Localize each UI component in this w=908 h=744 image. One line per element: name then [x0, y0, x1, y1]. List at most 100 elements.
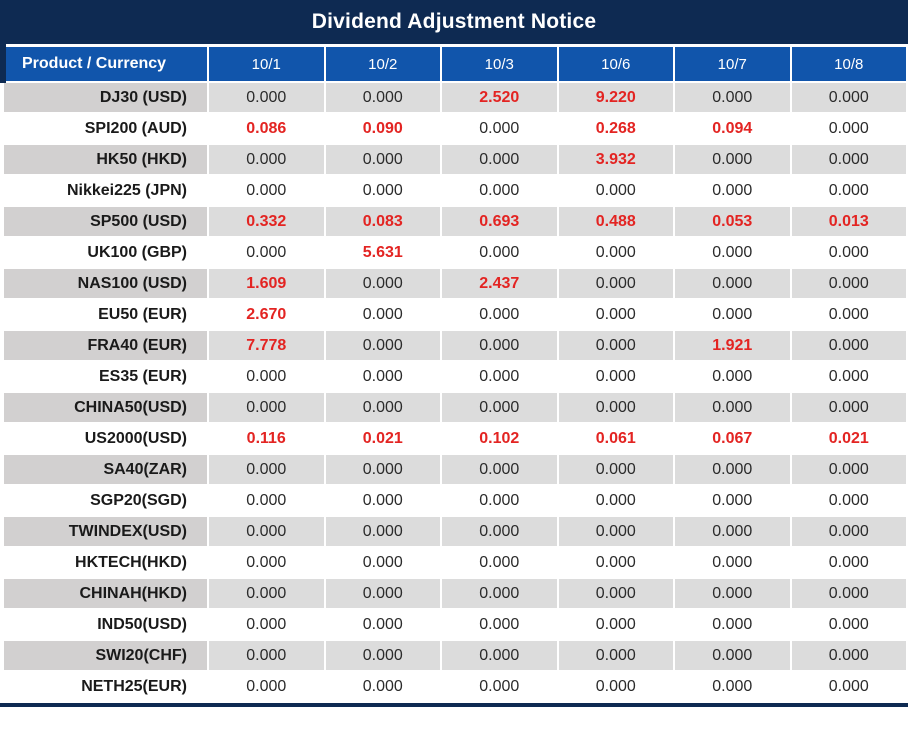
value-cell: 0.000	[789, 484, 908, 517]
value-cell: 0.000	[789, 267, 908, 300]
value-cell: 2.670	[207, 298, 326, 331]
product-cell: IND50(USD)	[2, 608, 209, 641]
product-cell: NETH25(EUR)	[2, 670, 209, 703]
table-row: HK50 (HKD) 0.000 0.000 0.000 3.932 0.000 0.000	[2, 143, 908, 176]
value-cell: 0.000	[207, 577, 326, 610]
value-cell: 0.013	[789, 205, 908, 238]
value-cell: 5.631	[323, 236, 442, 269]
table-row: ES35 (EUR) 0.000 0.000 0.000 0.000 0.000 0.000	[2, 360, 908, 393]
value-cell: 0.000	[323, 608, 442, 641]
table-row: US2000(USD) 0.116 0.021 0.102 0.061 0.067 0.02…	[2, 422, 908, 455]
value-cell: 0.067	[673, 422, 792, 455]
product-cell: DJ30 (USD)	[2, 81, 209, 114]
value-cell: 0.000	[323, 453, 442, 486]
value-cell: 0.000	[673, 484, 792, 517]
value-cell: 0.000	[673, 639, 792, 672]
product-cell: EU50 (EUR)	[2, 298, 209, 331]
value-cell: 0.116	[207, 422, 326, 455]
value-cell: 0.000	[673, 453, 792, 486]
table-row: EU50 (EUR) 2.670 0.000 0.000 0.000 0.000 0.000	[2, 298, 908, 331]
value-cell: 0.000	[673, 143, 792, 176]
value-cell: 0.268	[556, 112, 675, 145]
value-cell: 0.090	[323, 112, 442, 145]
date-column-header: 10/1	[207, 44, 326, 83]
value-cell: 0.000	[673, 391, 792, 424]
product-cell: SA40(ZAR)	[2, 453, 209, 486]
value-cell: 0.000	[207, 670, 326, 703]
value-cell: 0.000	[207, 639, 326, 672]
value-cell: 0.000	[440, 360, 559, 393]
product-cell: SWI20(CHF)	[2, 639, 209, 672]
table-row: SGP20(SGD) 0.000 0.000 0.000 0.000 0.000 0.000	[2, 484, 908, 517]
value-cell: 0.332	[207, 205, 326, 238]
value-cell: 0.021	[323, 422, 442, 455]
value-cell: 0.083	[323, 205, 442, 238]
value-cell: 0.000	[556, 453, 675, 486]
product-cell: Nikkei225 (JPN)	[2, 174, 209, 207]
value-cell: 0.000	[673, 360, 792, 393]
value-cell: 0.000	[673, 236, 792, 269]
value-cell: 0.000	[440, 112, 559, 145]
date-column-header: 10/6	[556, 44, 675, 83]
date-column-header: 10/7	[673, 44, 792, 83]
table-row: FRA40 (EUR) 7.778 0.000 0.000 0.000 1.921 0.00…	[2, 329, 908, 362]
value-cell: 0.000	[323, 546, 442, 579]
value-cell: 0.000	[207, 236, 326, 269]
table-row: CHINAH(HKD) 0.000 0.000 0.000 0.000 0.000 0.00…	[2, 577, 908, 610]
value-cell: 0.000	[556, 639, 675, 672]
table-header-row: Product / Currency 10/1 10/2 10/3 10/6 10/7 10…	[0, 44, 908, 83]
value-cell: 0.086	[207, 112, 326, 145]
value-cell: 0.000	[789, 639, 908, 672]
table-row: Nikkei225 (JPN) 0.000 0.000 0.000 0.000 0.000…	[2, 174, 908, 207]
value-cell: 0.000	[323, 174, 442, 207]
value-cell: 0.000	[789, 608, 908, 641]
product-cell: HKTECH(HKD)	[2, 546, 209, 579]
value-cell: 0.000	[440, 546, 559, 579]
value-cell: 0.000	[323, 670, 442, 703]
table-row: DJ30 (USD) 0.000 0.000 2.520 9.220 0.000 0.000	[2, 81, 908, 114]
value-cell: 0.000	[789, 670, 908, 703]
value-cell: 0.000	[207, 360, 326, 393]
value-cell: 0.000	[207, 515, 326, 548]
value-cell: 0.000	[440, 391, 559, 424]
value-cell: 0.000	[556, 515, 675, 548]
value-cell: 0.000	[789, 453, 908, 486]
value-cell: 1.921	[673, 329, 792, 362]
value-cell: 0.000	[323, 391, 442, 424]
value-cell: 0.000	[440, 453, 559, 486]
bottom-border	[0, 703, 908, 707]
value-cell: 0.000	[323, 81, 442, 114]
table-row: SA40(ZAR) 0.000 0.000 0.000 0.000 0.000 0.000	[2, 453, 908, 486]
value-cell: 0.000	[440, 515, 559, 548]
table-row: SP500 (USD) 0.332 0.083 0.693 0.488 0.053 0.01…	[2, 205, 908, 238]
value-cell: 0.000	[789, 143, 908, 176]
value-cell: 0.000	[440, 298, 559, 331]
value-cell: 0.000	[323, 267, 442, 300]
value-cell: 0.000	[207, 546, 326, 579]
value-cell: 0.000	[556, 391, 675, 424]
value-cell: 0.000	[556, 608, 675, 641]
product-cell: FRA40 (EUR)	[2, 329, 209, 362]
value-cell: 0.000	[440, 608, 559, 641]
dividend-notice-page: Dividend Adjustment Notice Product / Cur…	[0, 0, 908, 707]
value-cell: 0.000	[556, 670, 675, 703]
value-cell: 0.000	[673, 608, 792, 641]
value-cell: 0.000	[556, 174, 675, 207]
value-cell: 0.000	[556, 577, 675, 610]
value-cell: 0.000	[556, 267, 675, 300]
value-cell: 0.000	[556, 298, 675, 331]
value-cell: 0.000	[440, 174, 559, 207]
table-row: NETH25(EUR) 0.000 0.000 0.000 0.000 0.000 0.00…	[2, 670, 908, 703]
value-cell: 0.000	[673, 81, 792, 114]
date-column-header: 10/8	[789, 44, 908, 83]
value-cell: 0.000	[556, 360, 675, 393]
table-row: HKTECH(HKD) 0.000 0.000 0.000 0.000 0.000 0.00…	[2, 546, 908, 579]
product-cell: CHINAH(HKD)	[2, 577, 209, 610]
value-cell: 0.000	[207, 484, 326, 517]
table-row: TWINDEX(USD) 0.000 0.000 0.000 0.000 0.000 0.0…	[2, 515, 908, 548]
table-row: UK100 (GBP) 0.000 5.631 0.000 0.000 0.000 0.00…	[2, 236, 908, 269]
date-column-header: 10/3	[440, 44, 559, 83]
table-row: IND50(USD) 0.000 0.000 0.000 0.000 0.000 0.000	[2, 608, 908, 641]
page-title: Dividend Adjustment Notice	[311, 10, 597, 33]
value-cell: 0.000	[207, 81, 326, 114]
